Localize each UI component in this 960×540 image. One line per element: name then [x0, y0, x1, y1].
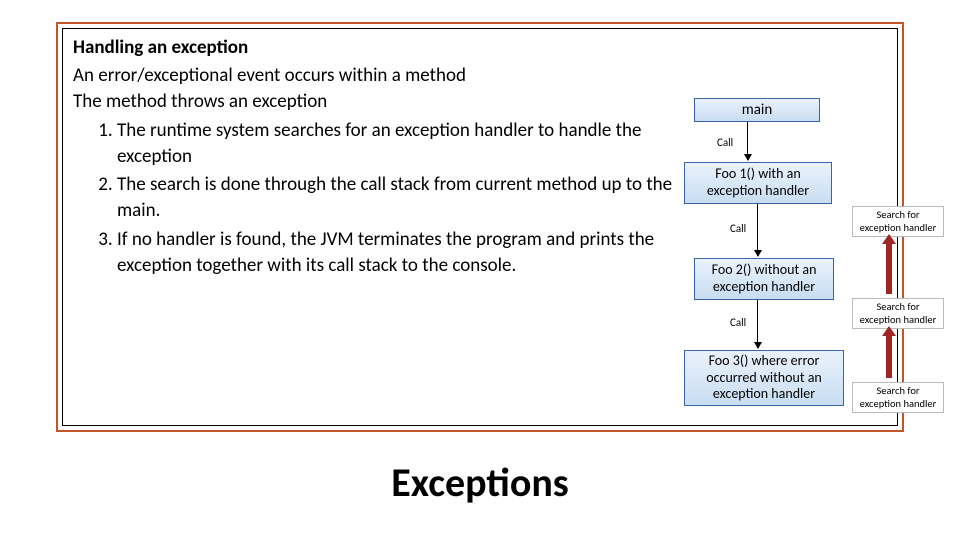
call-stack-diagram: main Call Foo 1() with an exception hand… [672, 22, 957, 422]
page-title: Exceptions [0, 458, 960, 507]
node-foo3-label: Foo 3() where error occurred without an … [687, 353, 841, 403]
up-arrow-1 [886, 242, 892, 294]
step-item: If no handler is found, the JVM terminat… [117, 227, 683, 279]
call-label-2: Call [730, 222, 746, 235]
step-item: The runtime system searches for an excep… [117, 118, 683, 170]
section-heading: Handling an exception [73, 35, 683, 61]
search-label-l1: Search for [855, 209, 941, 222]
call-arrow-3 [757, 300, 758, 348]
search-label-l1: Search for [855, 301, 941, 314]
call-label-1: Call [717, 136, 733, 149]
up-arrow-2 [886, 334, 892, 378]
intro-line-2: The method throws an exception [73, 89, 683, 115]
node-foo1: Foo 1() with an exception handler [684, 162, 832, 204]
search-label-l2: exception handler [855, 398, 941, 411]
call-arrow-1 [747, 122, 748, 160]
call-label-3: Call [730, 316, 746, 329]
search-box-2: Search for exception handler [852, 298, 944, 329]
search-box-1: Search for exception handler [852, 206, 944, 237]
search-box-3: Search for exception handler [852, 382, 944, 413]
search-label-l2: exception handler [855, 222, 941, 235]
node-foo1-label: Foo 1() with an exception handler [687, 166, 829, 200]
search-label-l1: Search for [855, 385, 941, 398]
node-foo2: Foo 2() without an exception handler [694, 258, 834, 300]
steps-list: The runtime system searches for an excep… [73, 118, 683, 279]
search-label-l2: exception handler [855, 314, 941, 327]
intro-line-1: An error/exceptional event occurs within… [73, 63, 683, 89]
node-main-label: main [742, 101, 773, 119]
node-main: main [694, 98, 820, 122]
node-foo3: Foo 3() where error occurred without an … [684, 350, 844, 406]
text-column: Handling an exception An error/exception… [73, 35, 683, 279]
call-arrow-2 [757, 204, 758, 256]
step-item: The search is done through the call stac… [117, 172, 683, 224]
node-foo2-label: Foo 2() without an exception handler [697, 262, 831, 296]
